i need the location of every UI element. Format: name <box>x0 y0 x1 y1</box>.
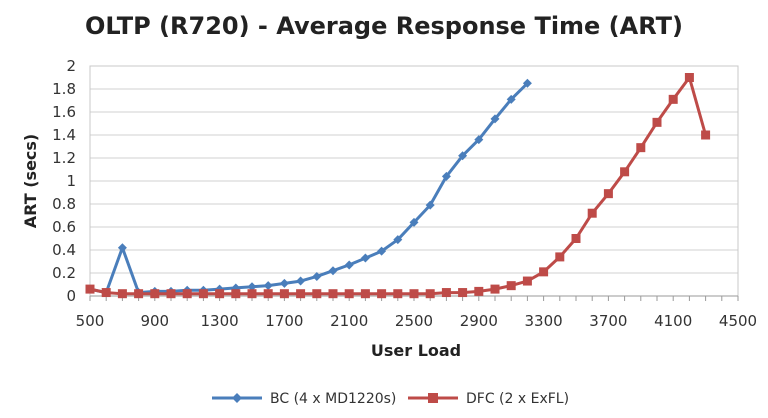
data-point-dfc <box>101 288 111 298</box>
data-point-bc <box>312 271 322 281</box>
data-point-dfc <box>344 289 354 299</box>
data-point-bc <box>474 135 484 145</box>
data-point-bc <box>328 266 338 276</box>
x-axis-title: User Load <box>371 341 461 360</box>
data-point-dfc <box>215 289 225 299</box>
data-point-dfc <box>247 289 257 299</box>
legend-marker-bc <box>232 393 242 403</box>
data-point-dfc <box>409 289 419 299</box>
y-tick-label: 1.8 <box>52 80 76 98</box>
legend-label-dfc: DFC (2 x ExFL) <box>466 391 569 407</box>
data-point-dfc <box>441 288 451 298</box>
y-tick-label: 0 <box>66 287 76 305</box>
data-point-bc <box>441 171 451 181</box>
data-point-dfc <box>312 289 322 299</box>
y-tick-label: 1.2 <box>52 149 76 167</box>
y-tick-label: 0.2 <box>52 264 76 282</box>
data-point-dfc <box>506 281 516 291</box>
series-line-bc <box>89 82 529 295</box>
data-point-bc <box>522 78 532 88</box>
y-axis-title: ART (secs) <box>21 134 40 228</box>
data-point-dfc <box>296 289 306 299</box>
data-point-dfc <box>490 284 500 294</box>
legend-item-bc: BC (4 x MD1220s) <box>212 391 396 407</box>
data-point-dfc <box>117 289 127 299</box>
x-tick-label: 4100 <box>654 312 692 330</box>
x-tick-label: 2900 <box>460 312 498 330</box>
data-point-dfc <box>182 289 192 299</box>
data-point-bc <box>263 281 273 291</box>
data-point-dfc <box>555 252 565 262</box>
chart-title: OLTP (R720) - Average Response Time (ART… <box>85 12 683 40</box>
data-point-dfc <box>522 276 532 286</box>
x-tick-label: 3300 <box>525 312 563 330</box>
data-point-dfc <box>636 143 646 153</box>
data-point-dfc <box>328 289 338 299</box>
data-point-dfc <box>668 94 678 104</box>
data-point-bc <box>393 235 403 245</box>
data-point-bc <box>279 278 289 288</box>
data-point-dfc <box>134 289 144 299</box>
data-point-dfc <box>393 289 403 299</box>
data-point-dfc <box>684 73 694 82</box>
y-tick-label: 0.4 <box>52 241 76 259</box>
data-point-dfc <box>166 289 176 299</box>
x-tick-label: 1300 <box>201 312 239 330</box>
legend: BC (4 x MD1220s) DFC (2 x ExFL) <box>212 391 569 407</box>
data-point-dfc <box>539 267 549 277</box>
legend-item-dfc: DFC (2 x ExFL) <box>408 391 569 407</box>
x-tick-label: 2500 <box>395 312 433 330</box>
legend-label-bc: BC (4 x MD1220s) <box>270 391 396 407</box>
data-point-dfc <box>620 167 630 177</box>
data-point-dfc <box>571 234 581 243</box>
data-point-dfc <box>377 289 387 299</box>
data-point-bc <box>117 243 127 253</box>
data-point-bc <box>247 282 257 292</box>
data-point-bc <box>296 276 306 286</box>
data-point-bc <box>344 260 354 270</box>
x-tick-label: 900 <box>140 312 169 330</box>
y-tick-label: 1.4 <box>52 126 76 144</box>
data-point-dfc <box>150 289 160 299</box>
data-point-dfc <box>231 289 241 299</box>
y-tick-label: 0.6 <box>52 218 76 236</box>
x-tick-label: 500 <box>76 312 105 330</box>
data-point-dfc <box>360 289 370 299</box>
legend-marker-dfc <box>428 393 438 403</box>
x-tick-label: 3700 <box>589 312 627 330</box>
data-point-dfc <box>603 189 613 199</box>
data-point-bc <box>360 253 370 263</box>
data-point-dfc <box>458 288 468 298</box>
data-point-dfc <box>425 289 435 299</box>
data-point-dfc <box>587 208 597 218</box>
data-point-bc <box>377 246 387 256</box>
data-point-bc <box>458 151 468 161</box>
data-point-bc <box>506 94 516 104</box>
grid-layer <box>90 65 738 297</box>
data-point-dfc <box>652 117 662 127</box>
x-tick-label: 1700 <box>265 312 303 330</box>
x-tick-label: 4500 <box>719 312 757 330</box>
data-point-bc <box>409 217 419 227</box>
series-line-dfc <box>89 76 708 296</box>
y-tick-label: 0.8 <box>52 195 76 213</box>
data-point-dfc <box>263 289 273 299</box>
data-point-dfc <box>85 284 95 294</box>
y-tick-label: 1 <box>66 172 76 190</box>
data-point-dfc <box>474 286 484 296</box>
x-tick-label: 2100 <box>330 312 368 330</box>
data-point-dfc <box>701 130 711 140</box>
y-tick-label: 2 <box>66 57 76 75</box>
y-tick-label: 1.6 <box>52 103 76 121</box>
data-point-bc <box>425 200 435 210</box>
data-point-dfc <box>198 289 208 299</box>
data-point-bc <box>490 114 500 124</box>
series-layer <box>85 73 711 299</box>
data-point-dfc <box>279 289 289 299</box>
